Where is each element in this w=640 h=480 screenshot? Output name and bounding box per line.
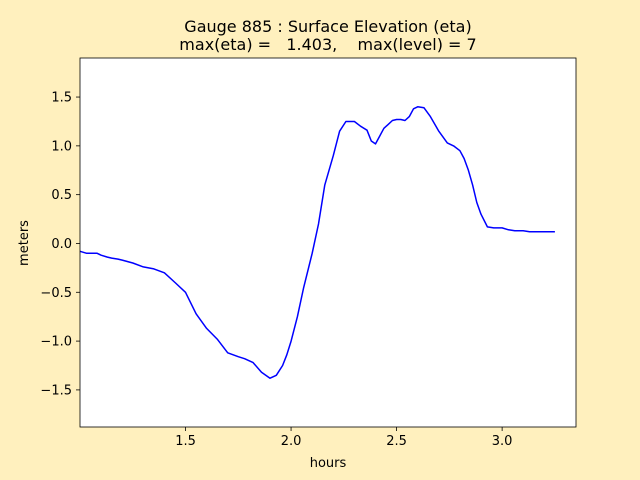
chart-title-line1: Gauge 885 : Surface Elevation (eta)	[184, 17, 471, 36]
y-tick-label: −0.5	[40, 286, 72, 301]
eta-series-line	[79, 106, 555, 379]
x-tick-label: 2.5	[386, 434, 407, 449]
y-tick-label: −1.0	[40, 335, 72, 350]
y-axis-label: meters	[17, 220, 32, 266]
y-axis: −1.5 −1.0 −0.5 0.0 0.5 1.0 1.5	[40, 91, 80, 398]
x-tick-label: 1.5	[175, 434, 196, 449]
chart-title-line2: max(eta) = 1.403, max(level) = 7	[179, 35, 476, 54]
y-tick-label: 1.0	[51, 139, 72, 154]
x-axis: 1.5 2.0 2.5 3.0	[175, 427, 512, 449]
plot-frame	[79, 57, 577, 428]
x-tick-label: 3.0	[492, 434, 513, 449]
y-tick-label: −1.5	[40, 383, 72, 398]
x-tick-label: 2.0	[281, 434, 302, 449]
y-tick-label: 0.0	[51, 237, 72, 252]
y-tick-label: 1.5	[51, 91, 72, 106]
y-tick-label: 0.5	[51, 188, 72, 203]
x-axis-label: hours	[310, 456, 347, 471]
plot-area	[80, 58, 576, 427]
